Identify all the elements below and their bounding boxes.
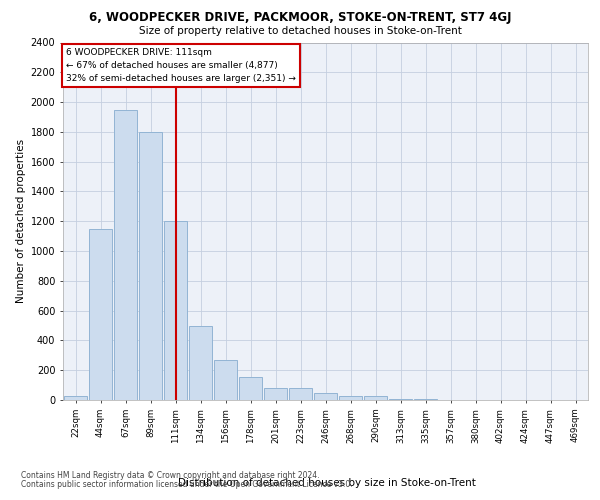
Bar (188, 326, 212, 400)
Text: 6, WOODPECKER DRIVE, PACKMOOR, STOKE-ON-TRENT, ST7 4GJ: 6, WOODPECKER DRIVE, PACKMOOR, STOKE-ON-… (89, 12, 511, 24)
Bar (263, 388, 287, 400)
Bar (113, 110, 137, 400)
Bar (89, 228, 112, 400)
Text: Distribution of detached houses by size in Stoke-on-Trent: Distribution of detached houses by size … (178, 478, 476, 488)
Bar (314, 392, 337, 400)
Text: 6 WOODPECKER DRIVE: 111sqm
← 67% of detached houses are smaller (4,877)
32% of s: 6 WOODPECKER DRIVE: 111sqm ← 67% of deta… (65, 48, 296, 82)
Bar (338, 396, 362, 400)
Bar (364, 396, 388, 400)
Bar (164, 221, 187, 400)
Bar (214, 360, 238, 400)
Text: Contains HM Land Registry data © Crown copyright and database right 2024.: Contains HM Land Registry data © Crown c… (21, 471, 320, 480)
Bar (64, 396, 88, 400)
Bar (139, 132, 163, 400)
Bar (239, 377, 262, 400)
Y-axis label: Number of detached properties: Number of detached properties (16, 139, 26, 304)
Text: Contains public sector information licensed under the Open Government Licence v3: Contains public sector information licen… (21, 480, 353, 489)
Bar (289, 388, 313, 400)
Text: Size of property relative to detached houses in Stoke-on-Trent: Size of property relative to detached ho… (139, 26, 461, 36)
